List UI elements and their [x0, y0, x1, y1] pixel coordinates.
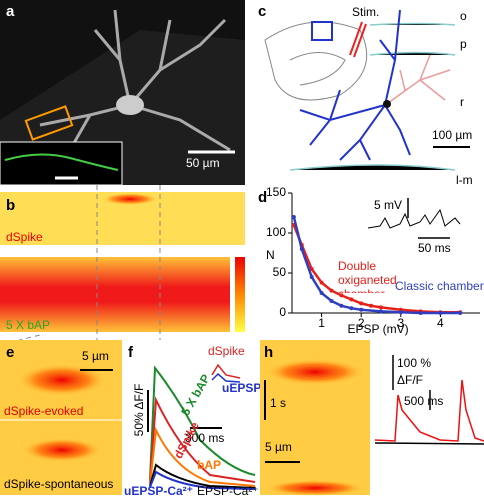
x-tick-label: 3	[397, 316, 404, 330]
layer-label: l-m	[456, 173, 473, 187]
legend-entry: Classic chamber	[395, 279, 484, 293]
hotspot	[265, 480, 365, 496]
x-tick-label: 4	[437, 316, 444, 330]
y-tick-label: 150	[266, 185, 286, 199]
panel-letter: c	[258, 3, 266, 20]
legend-text: Double oxiganeted chamber	[338, 259, 397, 293]
neuron-red	[387, 54, 451, 104]
x-tick-label: 1	[318, 316, 325, 330]
neuron-blue	[299, 9, 411, 161]
scale-label: 5 µm	[265, 440, 292, 454]
point	[379, 309, 383, 314]
hotspot	[22, 438, 102, 462]
scale-bars	[147, 390, 222, 432]
roi	[311, 21, 333, 41]
soma	[383, 100, 391, 108]
point	[339, 303, 344, 308]
x-axis-label: EPSP (mV)	[347, 322, 408, 336]
point	[329, 288, 334, 293]
panel-letter: f	[128, 344, 134, 361]
label: 5 X bAP	[6, 318, 50, 332]
trace	[374, 379, 484, 442]
stim-electrode	[349, 21, 367, 58]
point	[398, 310, 403, 315]
point	[438, 311, 443, 315]
point	[379, 305, 383, 310]
hotspot	[17, 364, 107, 396]
point	[329, 299, 334, 303]
scale-label: ΔF/F	[397, 373, 423, 387]
hotspot	[265, 359, 365, 385]
scale-label: 100 %	[397, 356, 431, 370]
scale-label: 5 µm	[82, 349, 109, 363]
dendrite	[4, 153, 119, 171]
layer-label: p	[460, 37, 467, 51]
scale-bars	[407, 198, 450, 239]
label: dSpike-evoked	[4, 404, 83, 418]
y-tick-label: 100	[266, 225, 286, 239]
neuron	[39, 9, 231, 152]
panel-letter: b	[6, 197, 15, 214]
legend-entry: Double oxiganeted chamber	[338, 259, 397, 293]
panel-letter: d	[258, 189, 267, 206]
layer-label: r	[460, 95, 464, 109]
scale-bars	[264, 380, 300, 463]
scale-bars	[392, 355, 431, 410]
line	[292, 224, 461, 314]
scale-label: 300 ms	[185, 431, 224, 445]
scale-label: 50% ΔF/F	[132, 384, 146, 437]
inset-label: uEPSP	[222, 381, 261, 395]
colorbar	[235, 257, 245, 332]
point	[349, 306, 354, 311]
panel-letter: e	[6, 344, 14, 361]
point	[291, 215, 296, 219]
scale-label: 5 mV	[374, 198, 402, 212]
soma	[116, 95, 144, 115]
layer-label: o	[460, 9, 467, 23]
heatmap	[0, 257, 230, 332]
trace-label: 5 X bAP	[178, 372, 213, 418]
panel-letter: a	[6, 3, 15, 20]
hotspot	[102, 193, 158, 205]
scale-label: 500 ms	[404, 394, 443, 408]
roi	[24, 105, 74, 141]
point	[458, 311, 463, 315]
y-tick-label: 0	[279, 305, 286, 319]
trace	[374, 442, 484, 445]
point	[359, 307, 364, 312]
point	[359, 301, 364, 306]
y-axis-label: N	[266, 248, 275, 262]
x-tick-label: 2	[358, 316, 365, 330]
label: dSpike-spontaneous	[4, 477, 113, 491]
panel-letter: h	[264, 344, 273, 361]
point	[299, 247, 304, 251]
point	[309, 267, 314, 271]
point	[309, 275, 314, 279]
inset-label: dSpike	[208, 344, 245, 358]
trace-label: uEPSP-Ca²⁺	[124, 484, 193, 497]
scale-label: 100 µm	[432, 128, 472, 142]
traces	[149, 363, 256, 490]
inset-trace	[367, 208, 461, 229]
point	[369, 303, 374, 308]
layer-lines	[289, 22, 456, 171]
point	[319, 280, 324, 285]
scale-label: 50 ms	[418, 241, 451, 255]
trace-label: bAP	[197, 458, 221, 472]
label: dSpike	[6, 230, 43, 244]
point	[339, 293, 344, 298]
scale-label: 50 µm	[186, 156, 220, 170]
trace-label: EPSP-Ca²⁺	[197, 484, 259, 497]
label: Stim.	[352, 5, 379, 19]
point	[418, 311, 423, 315]
slice-sketch	[264, 21, 368, 101]
scale-label: 1 s	[270, 396, 286, 410]
point	[319, 291, 324, 295]
point	[349, 297, 354, 302]
y-tick-label: 50	[273, 265, 287, 279]
